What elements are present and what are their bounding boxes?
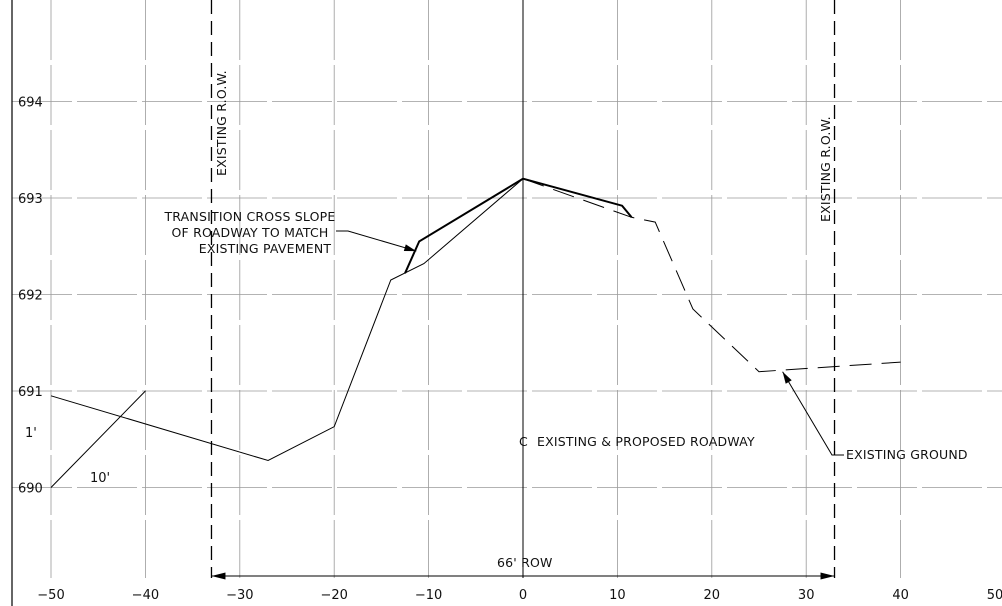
centerline-label: EXISTING & PROPOSED ROADWAY: [537, 434, 755, 449]
grid-lines: [12, 0, 1002, 606]
row-left-label: EXISTING R.O.W.: [214, 70, 229, 176]
transition-leader-arrowhead: [404, 244, 416, 251]
y-tick-label: 691: [18, 385, 43, 400]
row-dimension-arrow-left: [211, 573, 225, 580]
x-tick-label: −30: [226, 588, 253, 603]
y-tick-label: 694: [18, 96, 43, 111]
x-tick-label: 30: [798, 588, 815, 603]
row-right-label: EXISTING R.O.W.: [818, 116, 833, 222]
x-tick-label: −20: [320, 588, 347, 603]
proposed-pavement-profile: [405, 179, 632, 274]
existing-ground-label: EXISTING GROUND: [846, 447, 968, 462]
x-tick-label: 0: [519, 588, 527, 603]
x-tick-label: −10: [415, 588, 442, 603]
row-width-label: 66' ROW: [497, 555, 553, 570]
slope-run-label: 10': [90, 471, 110, 486]
transition-leader-line: [336, 231, 416, 251]
x-tick-label: 20: [704, 588, 721, 603]
row-dimension-arrow-right: [821, 573, 835, 580]
leader-lines: [336, 231, 844, 455]
x-tick-label: 10: [609, 588, 626, 603]
existing-ground-leader-arrowhead: [783, 372, 792, 384]
y-tick-label: 692: [18, 289, 43, 304]
centerline-symbol: C: [519, 434, 528, 449]
x-tick-label: 50: [987, 588, 1002, 603]
x-tick-label: 40: [892, 588, 909, 603]
x-axis-tick-labels: −50 −40 −30 −20 −10 0 10 20 30 40 50: [37, 588, 1002, 603]
y-tick-label: 693: [18, 192, 43, 207]
transition-note-line3: EXISTING PAVEMENT: [199, 241, 332, 256]
x-tick-label: −40: [132, 588, 159, 603]
slope-rise-label: 1': [25, 426, 37, 441]
x-tick-label: −50: [37, 588, 64, 603]
transition-note-line1: TRANSITION CROSS SLOPE: [163, 209, 335, 224]
y-tick-label: 690: [18, 482, 43, 497]
transition-note-line2: OF ROADWAY TO MATCH: [172, 225, 329, 240]
